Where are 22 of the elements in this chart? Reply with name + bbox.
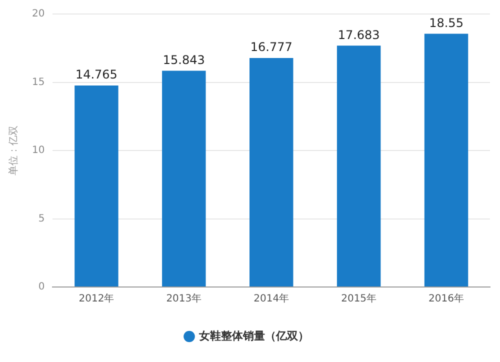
x-tick-label: 2012年 xyxy=(78,292,114,305)
bar xyxy=(250,58,294,286)
x-tick-label: 2015年 xyxy=(341,292,377,305)
data-label: 18.55 xyxy=(429,16,464,30)
data-label: 16.777 xyxy=(250,40,292,54)
y-axis-title: 单位：亿双 xyxy=(8,126,20,176)
bar xyxy=(424,34,468,286)
y-tick-label: 15 xyxy=(32,76,45,88)
y-tick-label: 0 xyxy=(38,282,45,293)
bar xyxy=(74,85,118,286)
data-label: 17.683 xyxy=(338,28,380,42)
legend-label: 女鞋整体销量（亿双） xyxy=(198,329,309,342)
y-tick-label: 20 xyxy=(32,8,45,20)
x-tick-label: 2014年 xyxy=(254,292,290,305)
data-label: 15.843 xyxy=(162,52,205,67)
y-tick-label: 5 xyxy=(38,213,45,224)
y-tick-label: 10 xyxy=(32,145,45,156)
x-tick-label: 2013年 xyxy=(166,292,202,305)
x-tick-label: 2016年 xyxy=(428,292,464,305)
bar xyxy=(162,70,206,286)
bar xyxy=(336,46,381,286)
data-label: 14.765 xyxy=(75,68,118,82)
